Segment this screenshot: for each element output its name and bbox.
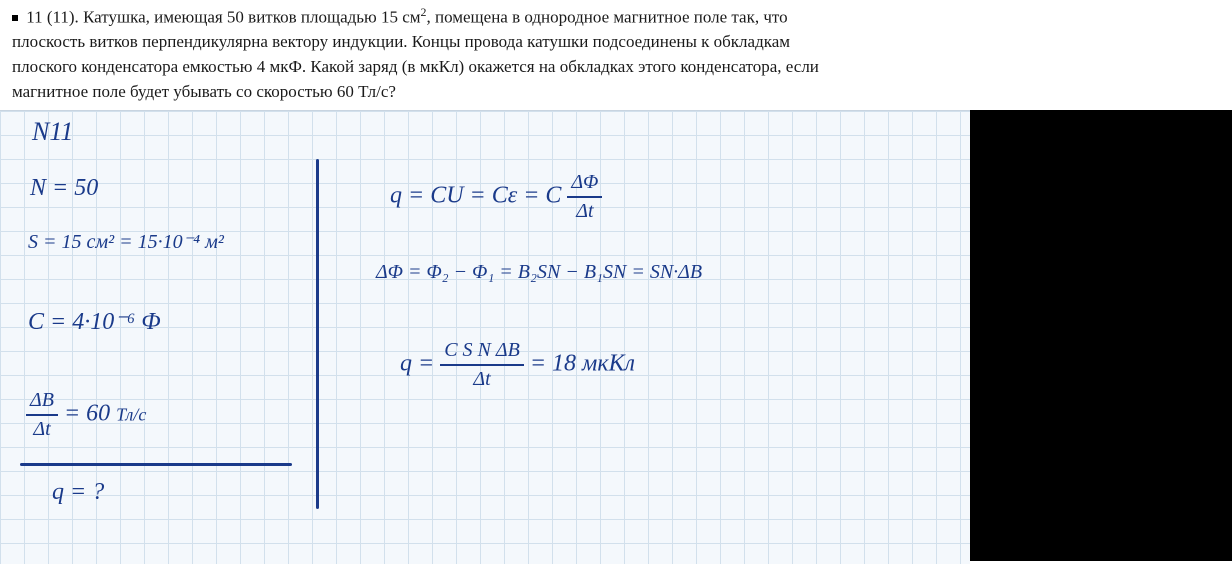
solution-eq3: q = C S N ΔB Δt = 18 мкКл <box>400 339 635 391</box>
given-S: S = 15 см² = 15·10⁻⁴ м² <box>28 229 224 254</box>
bullet-icon <box>12 15 18 21</box>
horizontal-separator <box>20 463 292 466</box>
solution-eq1: q = CU = Cε = C ΔΦ Δt <box>390 171 602 223</box>
handwritten-work-area: N11 N = 50 S = 15 см² = 15·10⁻⁴ м² C = 4… <box>0 110 970 564</box>
problem-header: N11 <box>32 117 73 147</box>
given-C: C = 4·10⁻⁶ Ф <box>28 307 161 336</box>
problem-number: 11 (11). <box>26 8 79 27</box>
problem-line-1: 11 (11). Катушка, имеющая 50 витков площ… <box>12 4 1220 30</box>
vertical-separator <box>316 159 319 509</box>
given-N: N = 50 <box>30 175 98 202</box>
problem-statement: 11 (11). Катушка, имеющая 50 витков площ… <box>0 0 1232 110</box>
black-side-strip <box>970 107 1232 561</box>
given-dBdt: ΔB Δt = 60 Тл/с <box>26 389 146 441</box>
given-find: q = ? <box>52 479 104 506</box>
problem-line-3: плоского конденсатора емкостью 4 мкФ. Ка… <box>12 55 1220 80</box>
problem-line-4: магнитное поле будет убывать со скорость… <box>12 80 1220 105</box>
solution-eq2: ΔΦ = Φ₂ − Φ₁ = B₂SN − B₁SN = SN·ΔB <box>376 261 702 284</box>
problem-line-2: плоскость витков перпендикулярна вектору… <box>12 30 1220 55</box>
